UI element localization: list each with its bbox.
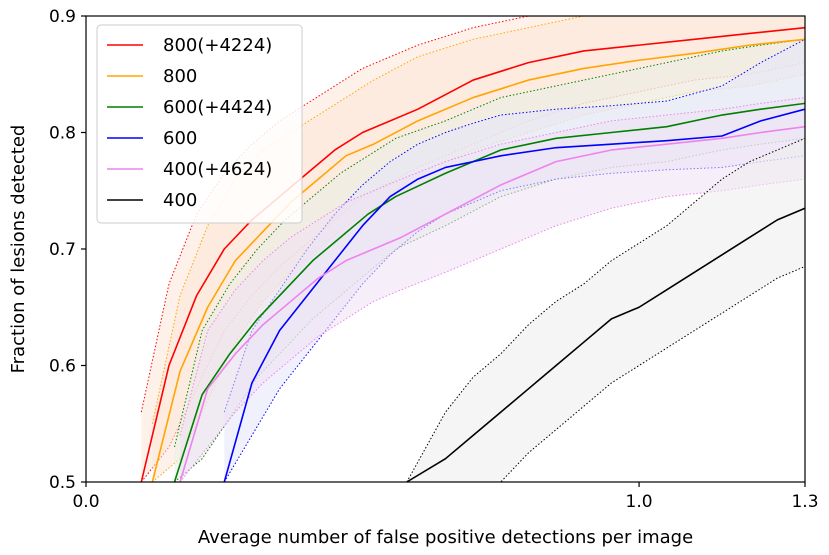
legend-label: 600(+4424) [163, 97, 272, 118]
series-line-6 [406, 207, 806, 483]
y-tick-label: 0.8 [49, 124, 76, 144]
y-axis-label: Fraction of lesions detected [8, 125, 29, 374]
lower-bound-6 [406, 266, 806, 483]
upper-bound-6 [406, 137, 806, 483]
x-tick-label: 0.0 [72, 492, 99, 512]
legend-label: 400 [163, 190, 197, 211]
band-2 [152, 16, 805, 482]
series-line-4 [223, 108, 806, 483]
confidence-bands [140, 15, 806, 483]
y-axis-ticks: 0.5 0.6 0.7 0.8 0.9 [49, 7, 86, 493]
lower-bound-5 [179, 178, 806, 483]
legend-box [96, 24, 303, 224]
series-line-5 [179, 125, 806, 483]
series-line-3 [173, 102, 806, 483]
y-tick-label: 0.5 [49, 473, 76, 493]
legend-label: 600 [163, 128, 197, 149]
y-tick-label: 0.9 [49, 7, 76, 27]
upper-bound-3 [174, 38, 806, 448]
legend-label: 800 [163, 66, 197, 87]
x-axis-ticks: 0.0 1.0 1.3 [72, 482, 819, 512]
y-tick-label: 0.6 [49, 357, 76, 377]
band-5 [180, 97, 805, 483]
x-axis-label: Average number of false positive detecti… [198, 527, 693, 548]
upper-bound-5 [179, 97, 806, 436]
x-tick-label: 1.0 [626, 492, 653, 512]
legend: 800(+4224) 800 600(+4424) 600 400(+4624) 400 [96, 24, 303, 224]
series-lines [140, 26, 806, 483]
series-line-2 [151, 38, 806, 483]
y-tick-label: 0.7 [49, 240, 76, 260]
legend-label: 800(+4224) [163, 35, 272, 56]
series-line-1 [140, 26, 806, 483]
x-tick-label: 1.3 [791, 492, 818, 512]
band-6 [406, 138, 805, 482]
legend-label: 400(+4624) [163, 159, 272, 180]
